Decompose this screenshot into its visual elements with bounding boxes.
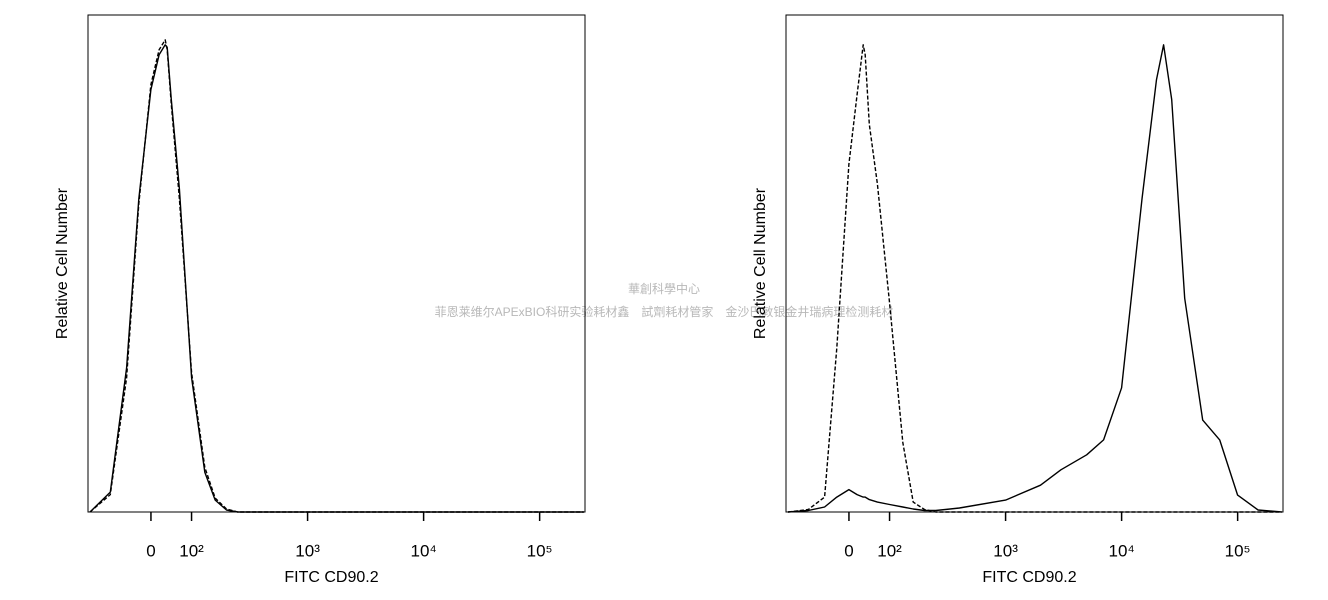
watermark: 菲恩莱维尔APExBIO科研实验耗材鑫 試劑耗材管家 金沙巴敦银金井瑞病理检测耗… (435, 304, 894, 319)
x-tick-label: 10³ (993, 541, 1018, 560)
x-axis-label: FITC CD90.2 (982, 569, 1076, 586)
x-tick-label: 10³ (295, 541, 320, 560)
plot-frame (785, 14, 1284, 513)
histogram-line (89, 39, 584, 513)
y-axis-label: Relative Cell Number (752, 187, 769, 339)
x-axis-label: FITC CD90.2 (284, 569, 378, 586)
x-tick-label: 10² (877, 541, 902, 560)
x-tick-label: 10² (179, 541, 204, 560)
x-tick-label: 10⁵ (527, 541, 553, 560)
x-tick-label: 10⁴ (411, 541, 437, 560)
watermark: 華創科學中心 (628, 281, 700, 296)
y-axis-label: Relative Cell Number (54, 187, 71, 339)
plot-frame (87, 14, 586, 513)
x-tick-label: 10⁵ (1225, 541, 1251, 560)
x-tick-label: 0 (146, 541, 155, 560)
histogram-line (89, 44, 584, 513)
histogram-line (787, 44, 1282, 513)
histogram-line (787, 44, 1282, 513)
x-tick-label: 10⁴ (1109, 541, 1135, 560)
x-tick-label: 0 (844, 541, 853, 560)
